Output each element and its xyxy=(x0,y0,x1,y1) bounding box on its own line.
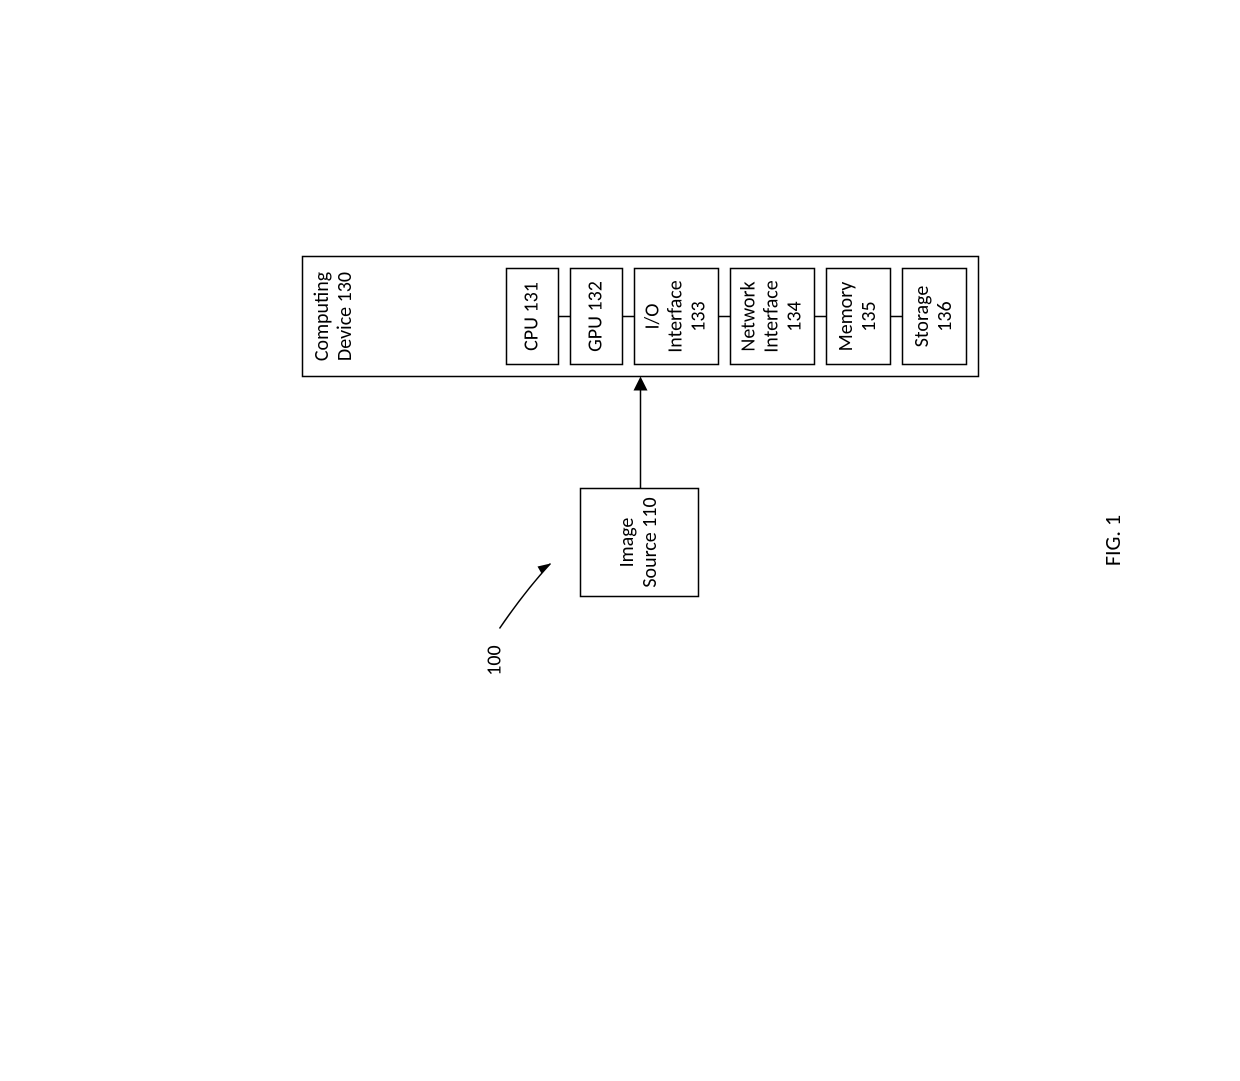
component-label-4: Memory xyxy=(834,282,858,352)
computing-device-title: Computing xyxy=(310,271,334,361)
component-label-2: I/O xyxy=(640,303,664,329)
reference-arrowhead xyxy=(538,564,551,574)
arrow-head xyxy=(634,377,648,391)
figure-caption: FIG. 1 xyxy=(1099,515,1126,566)
component-label-3: 134 xyxy=(782,301,806,331)
system-block-diagram: 100 ImageSource 110 ComputingDevice 130 CPU… xyxy=(0,0,1240,1081)
component-label-5: 136 xyxy=(933,301,957,331)
component-label-2: 133 xyxy=(686,301,710,331)
reference-number: 100 xyxy=(482,645,506,675)
computing-device-title: Device 130 xyxy=(333,272,357,361)
component-label-3: Network xyxy=(736,281,760,351)
component-label-3: Interface xyxy=(759,280,783,353)
image-source-label: Image xyxy=(615,518,639,568)
component-label-0: CPU 131 xyxy=(519,282,543,351)
component-label-4: 135 xyxy=(857,301,881,331)
component-label-1: GPU 132 xyxy=(583,281,607,352)
reference-arc xyxy=(500,564,551,629)
image-source-label: Source 110 xyxy=(638,497,662,587)
component-label-2: Interface xyxy=(663,280,687,353)
component-label-5: Storage xyxy=(910,286,934,348)
